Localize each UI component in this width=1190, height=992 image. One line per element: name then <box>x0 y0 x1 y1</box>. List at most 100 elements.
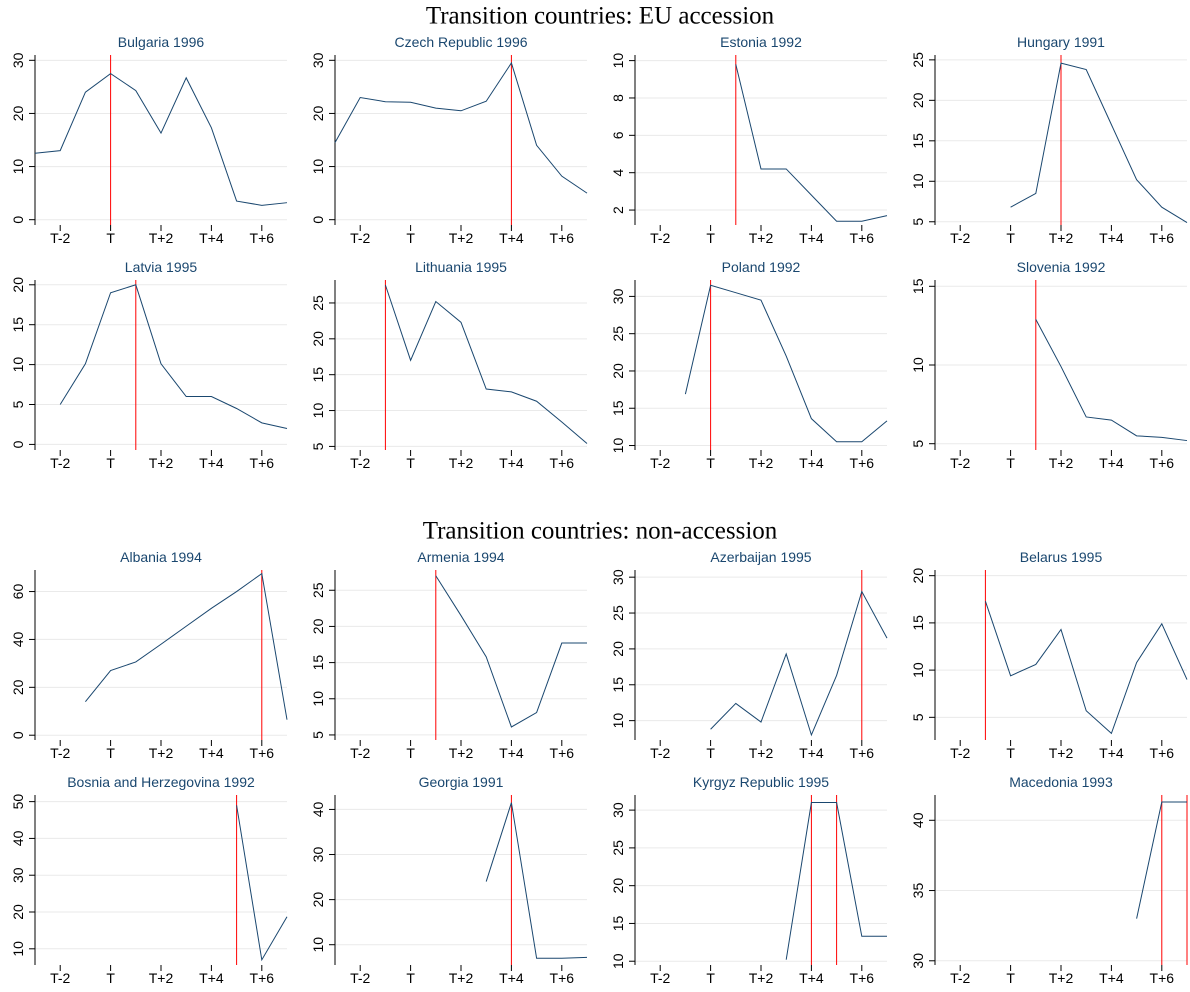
y-tick-label: 40 <box>10 830 26 846</box>
x-tick-label: T+2 <box>149 745 174 761</box>
panel-title: Lithuania 1995 <box>415 259 507 275</box>
y-tick-label: 0 <box>10 216 26 224</box>
y-tick-label: 15 <box>310 655 326 671</box>
x-tick-label: T-2 <box>950 970 970 986</box>
x-tick-label: T+6 <box>850 745 875 761</box>
x-tick-label: T+4 <box>1099 230 1124 246</box>
panel-title: Albania 1994 <box>120 549 202 565</box>
y-tick-label: 40 <box>10 631 26 647</box>
data-line <box>710 590 888 737</box>
y-tick-label: 15 <box>310 367 326 383</box>
x-tick-label: T+4 <box>799 745 824 761</box>
y-tick-label: 35 <box>910 883 926 899</box>
data-line <box>435 575 587 728</box>
y-tick-label: 30 <box>610 569 626 585</box>
x-tick-label: T+2 <box>1049 970 1074 986</box>
x-tick-label: T+2 <box>749 745 774 761</box>
x-tick-label: T+2 <box>1049 455 1074 471</box>
x-tick-label: T-2 <box>50 455 70 471</box>
panel-title: Armenia 1994 <box>417 549 504 565</box>
x-tick-label: T-2 <box>950 230 970 246</box>
y-tick-label: 10 <box>610 713 626 729</box>
x-tick-label: T-2 <box>50 745 70 761</box>
x-tick-label: T <box>1006 745 1015 761</box>
x-tick-label: T+2 <box>449 455 474 471</box>
x-tick-label: T+4 <box>499 970 524 986</box>
x-tick-label: T+4 <box>199 970 224 986</box>
x-tick-label: T <box>1006 230 1015 246</box>
y-tick-label: 10 <box>610 438 626 454</box>
y-tick-label: 30 <box>10 52 26 68</box>
y-tick-label: 10 <box>310 159 326 175</box>
x-tick-label: T+2 <box>449 745 474 761</box>
panel-title: Poland 1992 <box>722 259 801 275</box>
y-tick-label: 10 <box>10 357 26 373</box>
x-tick-label: T <box>706 230 715 246</box>
data-line <box>34 72 288 206</box>
data-line <box>1035 319 1188 442</box>
panel-title: Hungary 1991 <box>1017 34 1105 50</box>
y-tick-label: 30 <box>910 953 926 969</box>
y-tick-label: 20 <box>610 363 626 379</box>
x-tick-label: T-2 <box>950 745 970 761</box>
x-tick-label: T <box>406 970 415 986</box>
y-tick-label: 20 <box>610 641 626 657</box>
y-tick-label: 30 <box>310 52 326 68</box>
y-tick-label: 10 <box>310 691 326 707</box>
data-line <box>785 802 887 960</box>
data-line <box>85 572 288 720</box>
x-tick-label: T-2 <box>350 455 370 471</box>
y-tick-label: 10 <box>310 937 326 953</box>
y-tick-label: 10 <box>610 53 626 69</box>
y-tick-label: 25 <box>610 840 626 856</box>
x-tick-label: T+6 <box>1150 745 1175 761</box>
y-tick-label: 5 <box>910 218 926 226</box>
x-tick-label: T+4 <box>799 970 824 986</box>
data-line <box>485 802 588 959</box>
y-tick-label: 15 <box>610 400 626 416</box>
x-tick-label: T <box>706 455 715 471</box>
y-tick-label: 30 <box>10 867 26 883</box>
x-tick-label: T+4 <box>1099 970 1124 986</box>
x-tick-label: T <box>406 455 415 471</box>
y-tick-label: 5 <box>310 442 326 450</box>
panel-title: Estonia 1992 <box>720 34 802 50</box>
x-tick-label: T-2 <box>50 230 70 246</box>
x-tick-label: T+4 <box>799 455 824 471</box>
x-tick-label: T+4 <box>499 745 524 761</box>
x-tick-label: T+6 <box>550 230 575 246</box>
y-tick-label: 25 <box>310 582 326 598</box>
y-tick-label: 10 <box>910 173 926 189</box>
y-tick-label: 30 <box>310 847 326 863</box>
x-tick-label: T+4 <box>499 230 524 246</box>
x-tick-label: T+2 <box>149 970 174 986</box>
y-tick-label: 10 <box>310 403 326 419</box>
panel-title: Kyrgyz Republic 1995 <box>693 774 829 790</box>
x-tick-label: T+2 <box>1049 230 1074 246</box>
y-tick-label: 10 <box>610 953 626 969</box>
x-tick-label: T <box>406 745 415 761</box>
y-tick-label: 25 <box>910 52 926 68</box>
y-tick-label: 25 <box>610 326 626 342</box>
data-line <box>1010 62 1188 223</box>
x-tick-label: T <box>106 745 115 761</box>
x-tick-label: T+6 <box>1150 230 1175 246</box>
data-line <box>984 601 1188 735</box>
y-tick-label: 0 <box>310 216 326 224</box>
y-tick-label: 30 <box>610 288 626 304</box>
y-tick-label: 5 <box>10 400 26 408</box>
y-tick-label: 10 <box>910 357 926 373</box>
x-tick-label: T+6 <box>850 970 875 986</box>
x-tick-label: T+6 <box>550 455 575 471</box>
x-tick-label: T+2 <box>749 455 774 471</box>
x-tick-label: T+2 <box>449 970 474 986</box>
x-tick-label: T+4 <box>199 455 224 471</box>
x-tick-label: T+4 <box>199 745 224 761</box>
panel-title: Georgia 1991 <box>419 774 504 790</box>
y-tick-label: 10 <box>10 159 26 175</box>
y-tick-label: 15 <box>610 915 626 931</box>
panel-title: Bosnia and Herzegovina 1992 <box>67 774 255 790</box>
x-tick-label: T+6 <box>1150 970 1175 986</box>
